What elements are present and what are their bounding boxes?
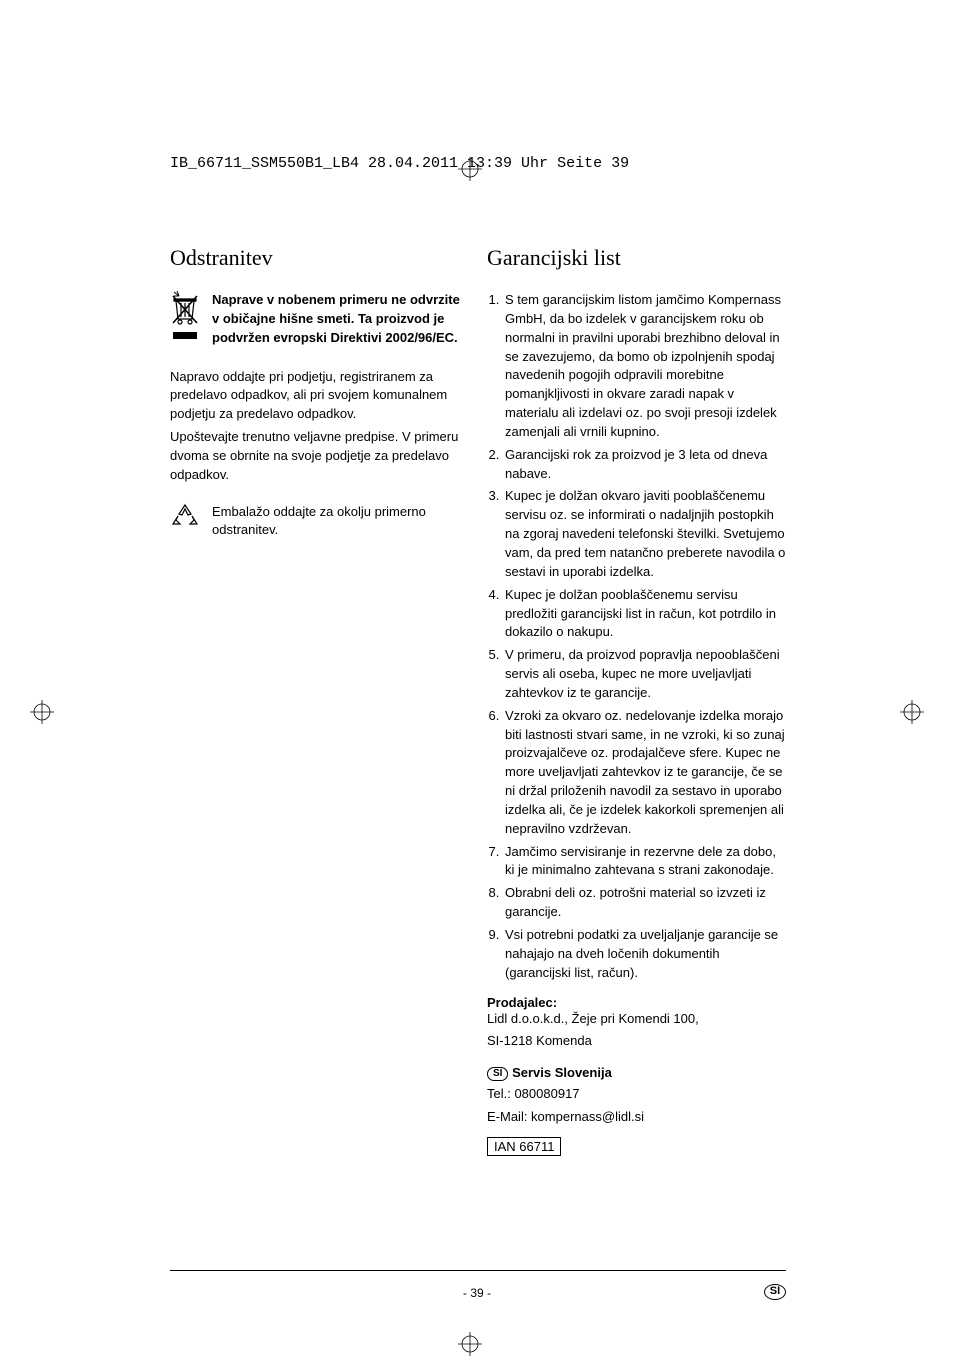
service-tel: Tel.: 080080917 [487,1085,786,1104]
warranty-item: Kupec je dolžan pooblaščenemu servisu pr… [503,586,786,643]
seller-head: Prodajalec: [487,995,786,1010]
left-title: Odstranitev [170,245,469,271]
weee-icons [170,291,202,341]
page-number: - 39 - [0,1286,954,1300]
left-para-1: Napravo oddajte pri podjetju, registrira… [170,368,469,425]
cropmark-bottom-icon [458,1332,482,1356]
service-email: E-Mail: kompernass@lidl.si [487,1108,786,1127]
recycle-text: Embalažo oddajte za okolju primerno odst… [212,503,469,541]
warranty-item: Obrabni deli oz. potrošni material so iz… [503,884,786,922]
si-oval-icon: SI [487,1067,508,1081]
warranty-item: Jamčimo servisiranje in rezervne dele za… [503,843,786,881]
warranty-item: S tem garancijskim listom jamčimo Komper… [503,291,786,442]
footer-rule [170,1270,786,1271]
warranty-item: V primeru, da proizvod popravlja nepoobl… [503,646,786,703]
content-area: Odstranitev [170,245,790,1156]
seller-line1: Lidl d.o.o.k.d., Žeje pri Komendi 100, [487,1010,786,1029]
ian-box: IAN 66711 [487,1137,561,1156]
warranty-item: Vsi potrebni podatki za uveljaljanje gar… [503,926,786,983]
recycle-block: Embalažo oddajte za okolju primerno odst… [170,503,469,545]
cropmark-top-icon [458,157,482,181]
cropmark-right-icon [900,700,924,724]
warranty-item: Kupec je dolžan okvaro javiti pooblaščen… [503,487,786,581]
page: IB_66711_SSM550B1_LB4 28.04.2011 13:39 U… [0,0,954,1351]
warranty-item: Vzroki za okvaro oz. nedelovanje izdelka… [503,707,786,839]
left-para-2: Upoštevajte trenutno veljavne predpise. … [170,428,469,485]
service-head: Servis Slovenija [512,1065,612,1080]
warranty-item: Garancijski rok za proizvod je 3 leta od… [503,446,786,484]
seller-line2: SI-1218 Komenda [487,1032,786,1051]
recycle-icon-col [170,503,202,529]
cropmark-left-icon [30,700,54,724]
footer-si-badge: SI [764,1284,786,1300]
weee-bar-icon [170,331,200,341]
service-head-row: SI Servis Slovenija [487,1065,786,1081]
left-column: Odstranitev [170,245,469,1156]
right-column: Garancijski list S tem garancijskim list… [487,245,786,1156]
right-title: Garancijski list [487,245,786,271]
recycle-icon [170,503,200,529]
header-imprint: IB_66711_SSM550B1_LB4 28.04.2011 13:39 U… [170,155,629,172]
weee-warning-text: Naprave v nobenem primeru ne odvrzite v … [212,291,469,348]
warranty-list: S tem garancijskim listom jamčimo Komper… [487,291,786,983]
weee-warning-block: Naprave v nobenem primeru ne odvrzite v … [170,291,469,348]
weee-bin-icon [170,291,200,325]
